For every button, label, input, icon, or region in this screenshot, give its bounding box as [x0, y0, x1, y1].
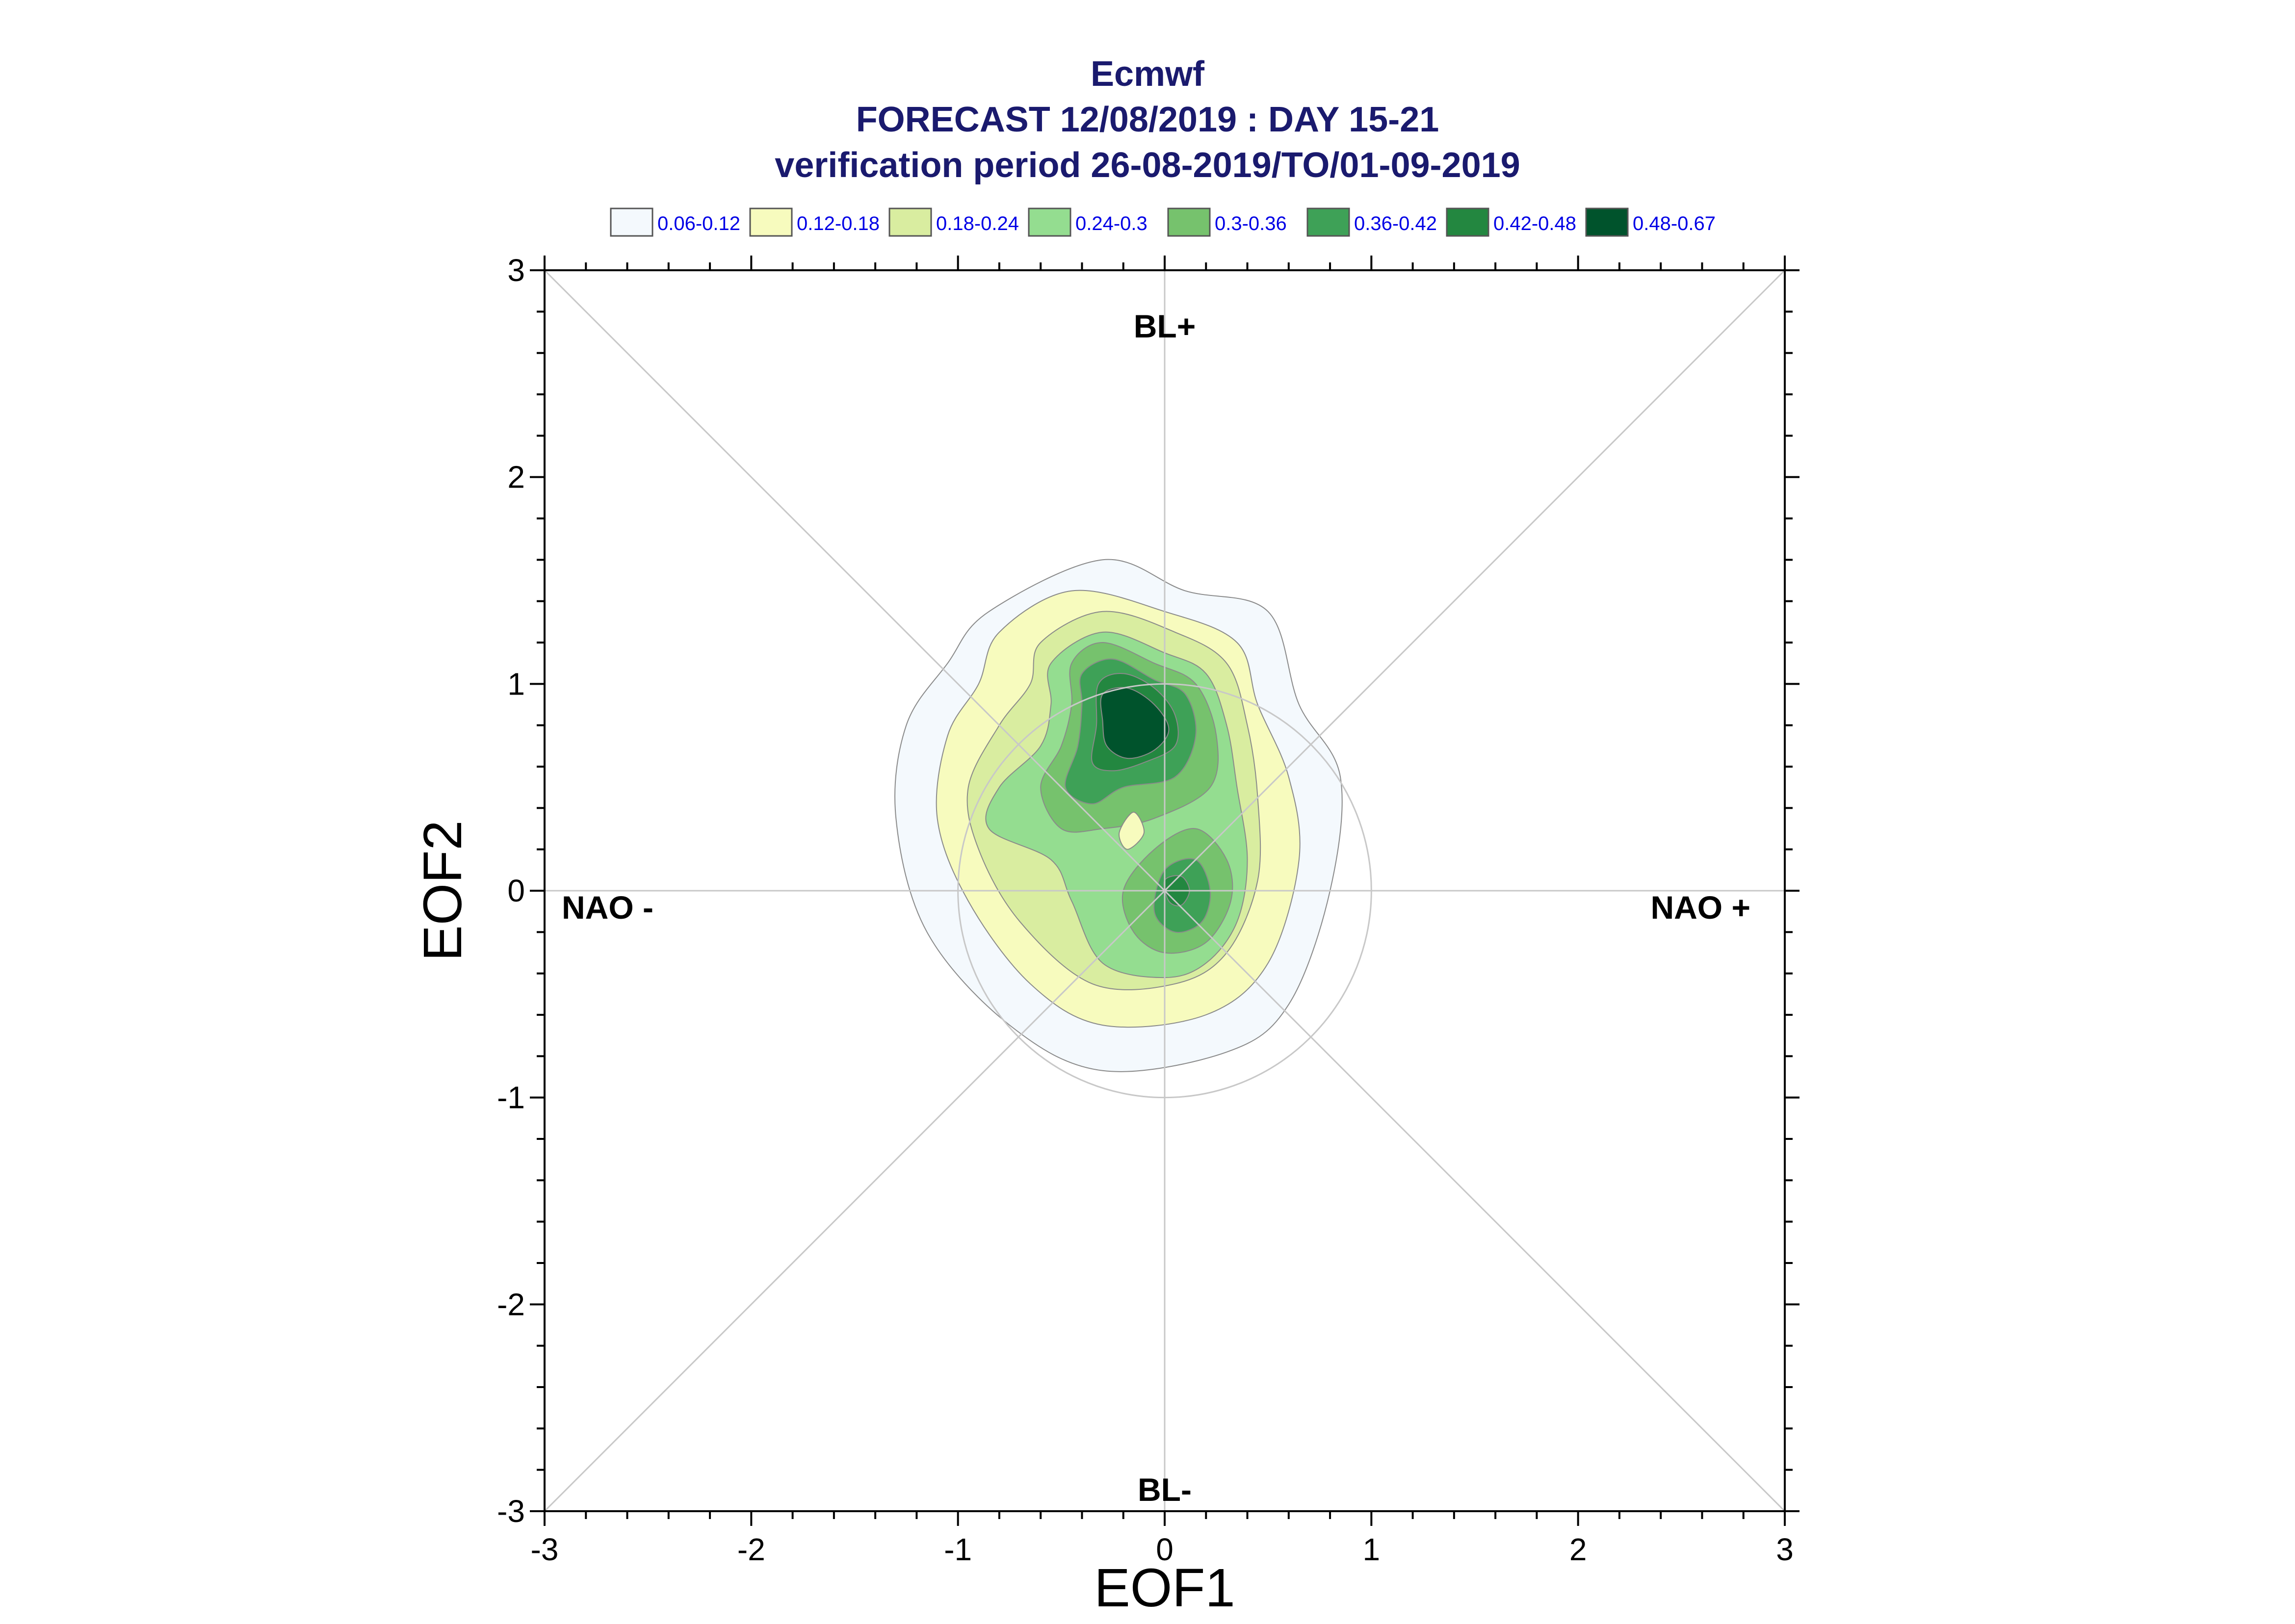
- y-tick-label: -1: [497, 1080, 525, 1115]
- x-tick-label: 3: [1776, 1532, 1794, 1567]
- legend-label: 0.36-0.42: [1354, 213, 1437, 234]
- density-contour: [1100, 687, 1170, 759]
- legend-label: 0.48-0.67: [1633, 213, 1716, 234]
- y-tick-label: 2: [507, 460, 525, 495]
- chart-title-line-1: Ecmwf: [1091, 54, 1205, 94]
- legend-swatch: [1028, 207, 1071, 237]
- unit-circle: [957, 683, 1372, 1099]
- legend-label: 0.18-0.24: [936, 213, 1019, 234]
- legend-label: 0.06-0.12: [657, 213, 740, 234]
- y-tick-label: 1: [507, 666, 525, 701]
- y-axis-title: EOF2: [413, 820, 473, 961]
- reference-lines: [544, 269, 1786, 1512]
- legend-swatch: [610, 207, 653, 237]
- region-label-bottom: BL-: [1138, 1471, 1192, 1508]
- legend-swatch: [1585, 207, 1629, 237]
- legend-label: 0.12-0.18: [797, 213, 880, 234]
- region-label-top: BL+: [1134, 308, 1196, 344]
- legend-swatch: [888, 207, 932, 237]
- x-tick-label: -2: [737, 1532, 765, 1567]
- legend-swatch: [1446, 207, 1489, 237]
- density-contours: [894, 559, 1343, 1072]
- y-tick-label: 3: [507, 253, 525, 288]
- chart-title-line-2: FORECAST 12/08/2019 : DAY 15-21: [856, 100, 1439, 139]
- region-label-left: NAO -: [562, 889, 653, 926]
- chart-title-line-3: verification period 26-08-2019/TO/01-09-…: [775, 146, 1520, 185]
- chart-legend: 0.06-0.12 0.12-0.18 0.18-0.24 0.24-0.3 0.3-0…: [610, 207, 1716, 237]
- x-tick-label: 0: [1156, 1532, 1174, 1567]
- y-tick-label: 0: [507, 873, 525, 908]
- legend-swatch: [1167, 207, 1211, 237]
- legend-label: 0.3-0.36: [1215, 213, 1287, 234]
- legend-label: 0.42-0.48: [1493, 213, 1576, 234]
- axis-ticks: -3 -2 -1 0 1 2 3 3 2 1 0 -1 -2 -3: [497, 253, 1799, 1567]
- x-tick-label: -1: [944, 1532, 972, 1567]
- y-tick-label: -2: [497, 1287, 525, 1322]
- x-axis-title: EOF1: [1094, 1558, 1235, 1618]
- legend-swatch: [749, 207, 793, 237]
- legend-label: 0.24-0.3: [1075, 213, 1148, 234]
- region-label-right: NAO +: [1650, 889, 1750, 926]
- legend-swatch: [1306, 207, 1350, 237]
- x-tick-label: 2: [1569, 1532, 1587, 1567]
- x-tick-label: -3: [531, 1532, 559, 1567]
- density-contour: [1119, 811, 1145, 850]
- x-tick-label: 1: [1363, 1532, 1381, 1567]
- y-tick-label: -3: [497, 1494, 525, 1529]
